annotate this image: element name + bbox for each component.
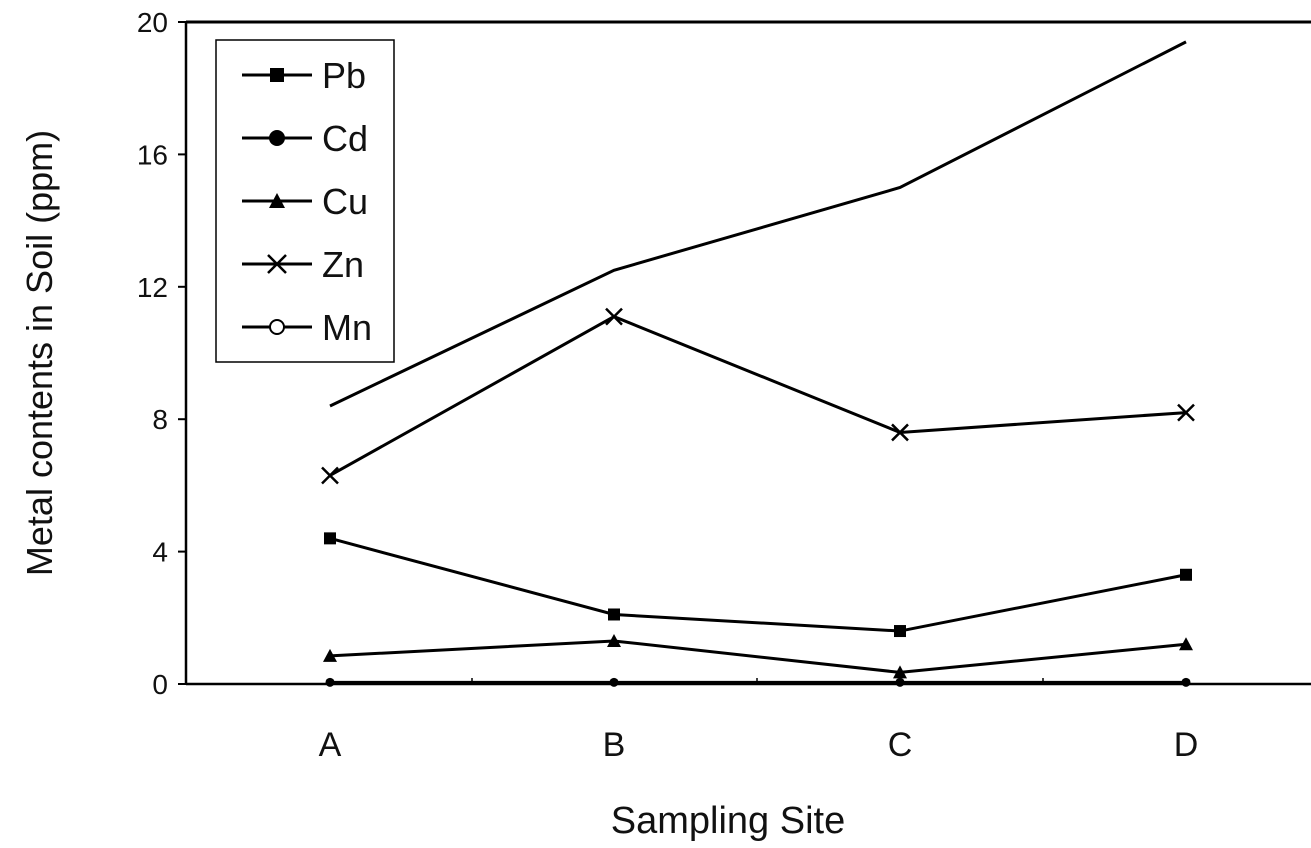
series-cd [325,677,1191,687]
series-line-cu [329,639,1187,674]
legend-item-zn: Zn [242,244,364,285]
legend-marker-pb [270,68,284,82]
y-tick-label: 16 [137,139,168,170]
legend-item-pb: Pb [242,55,366,96]
series-zn [321,307,1195,485]
x-tick-label: A [319,726,342,764]
legend-label: Cd [322,118,368,159]
legend-marker-mn [269,319,285,335]
x-tick-label: D [1174,726,1199,764]
x-tick-label: B [603,726,626,764]
data-point-cu [893,665,907,679]
data-point-pb [1180,568,1192,581]
data-point-zn [605,307,623,326]
y-tick-label: 8 [152,404,168,435]
series-line-pb [329,536,1187,633]
data-point-pb [894,625,906,638]
data-point-pb [324,532,336,545]
data-point-cu [1179,637,1193,651]
legend-label: Pb [322,55,366,96]
data-point-cd [609,677,619,687]
legend-label: Zn [322,244,364,285]
data-point-cd [325,677,335,687]
data-point-cd [1181,677,1191,687]
data-point-cu [607,633,621,647]
legend-marker-zn [267,254,287,274]
legend-marker-cu [269,193,285,208]
legend-item-cd: Cd [242,118,368,159]
y-tick-label: 4 [152,537,168,568]
series-cu [323,633,1193,679]
x-tick-label: C [888,726,913,764]
y-tick-label: 0 [152,669,168,700]
legend-marker-cd [269,130,285,146]
legend: Pb Cd Cu Zn Mn [215,39,395,363]
data-point-zn [891,423,909,442]
series-line-mn [329,40,1187,408]
data-point-zn [1177,403,1195,422]
data-point-pb [608,608,620,621]
series-mn [329,40,1187,408]
axes: 0 4 8 12 16 20 A B C D [137,7,1311,764]
legend-label: Mn [322,307,372,348]
legend-item-mn: Mn [242,307,372,348]
series-layer [321,40,1195,687]
series-line-zn [329,314,1187,477]
data-point-zn [321,466,339,485]
data-point-cu [323,648,337,662]
legend-label: Cu [322,181,368,222]
legend-item-cu: Cu [242,181,368,222]
x-axis-title: Sampling Site [611,800,845,842]
y-axis-title: Metal contents in Soil (ppm) [19,130,60,576]
data-point-cd [895,677,905,687]
y-tick-label: 20 [137,7,168,38]
y-tick-label: 12 [137,272,168,303]
series-pb [324,532,1192,638]
